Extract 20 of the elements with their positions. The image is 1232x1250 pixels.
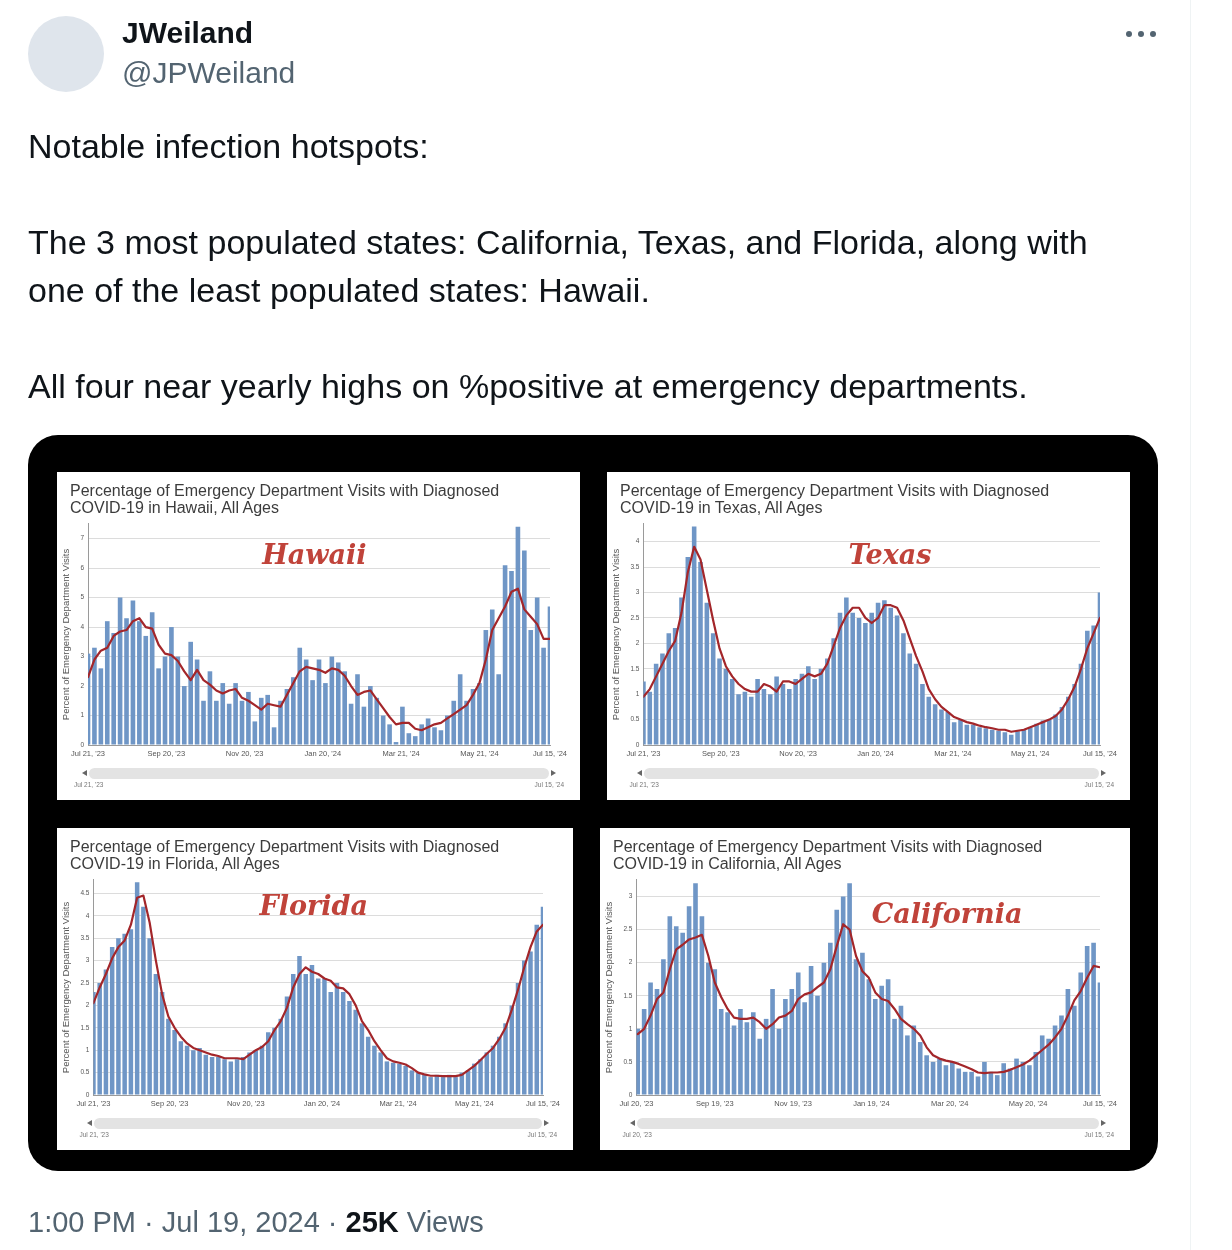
text: 1:00 PM · Jul 19, 2024 ·: [28, 1206, 338, 1238]
annotation: Hawaii: [261, 539, 367, 571]
y-axis-title: Percent of Emergency Department Visits: [610, 548, 622, 721]
text: All four near yearly highs on %positive at emergency departments.: [28, 366, 1029, 407]
text: 25K: [345, 1206, 399, 1238]
text: Views: [406, 1206, 484, 1238]
chart-title: Percentage of Emergency Department Visits with Diagnosed COVID-19 in Florida, All Ages: [70, 838, 501, 872]
annotation: Texas: [848, 539, 932, 571]
text: Notable infection hotspots:: [28, 126, 430, 167]
annotation: California: [871, 898, 1023, 930]
chart-title: Percentage of Emergency Department Visits with Diagnosed COVID-19 in Hawaii, All Ages: [70, 482, 501, 516]
text: JWeiland: [122, 16, 254, 50]
chart-title: Percentage of Emergency Department Visits with Diagnosed COVID-19 in California, All Ages: [613, 838, 1044, 872]
annotation: Florida: [258, 889, 368, 921]
chart-title: Percentage of Emergency Department Visits with Diagnosed COVID-19 in Texas, All Ages: [620, 482, 1051, 516]
y-axis-title: Percent of Emergency Department Visits: [60, 548, 72, 721]
text: The 3 most populated states: California, Texas, and Florida, along with one of the least populated states: Hawaii.: [28, 222, 1089, 311]
y-axis-title: Percent of Emergency Department Visits: [60, 901, 72, 1074]
y-axis-title: Percent of Emergency Department Visits: [603, 901, 615, 1074]
text: @JPWeiland: [122, 56, 296, 90]
